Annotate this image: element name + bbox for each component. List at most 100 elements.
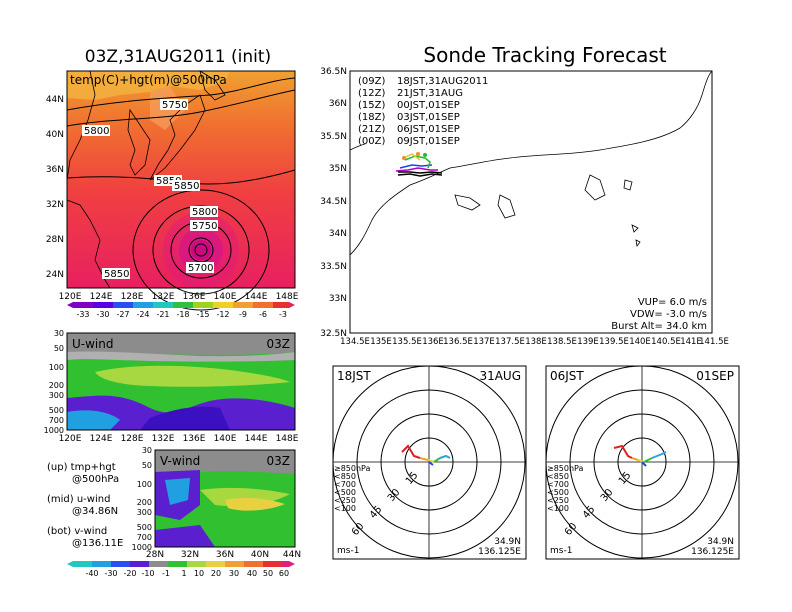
contour-label: 5850: [156, 176, 181, 187]
colorbar-tick: -30: [96, 310, 109, 319]
p-tick: 50: [54, 344, 64, 353]
p-tick: 200: [137, 498, 152, 507]
lat-tick: 32N: [46, 200, 64, 210]
level-label: ≥850hPa: [334, 464, 371, 473]
colorbar-tick: -18: [176, 310, 189, 319]
uwind-time: 03Z: [267, 337, 291, 351]
hodo-left-levels: ≥850hPa <850 <700 <500 <250 <100: [334, 464, 371, 513]
lon-tick: 120E: [59, 434, 82, 444]
lat-tick: 32N: [181, 550, 199, 560]
colorbar-tick: -40: [85, 569, 98, 578]
lon-tick: 139E: [577, 337, 599, 347]
map-500hpa-colorbar: [67, 302, 295, 308]
lon-tick: 140E: [214, 434, 237, 444]
legend-run: (09Z): [358, 76, 385, 87]
legend-time: 09JST,01SEP: [397, 136, 460, 147]
hodograph-right: [545, 365, 740, 560]
hodo-right-unit: ms-1: [550, 546, 572, 556]
lon-tick: 124E: [90, 434, 113, 444]
contour-label: 5800: [192, 207, 217, 218]
uwind-panel: [66, 332, 296, 431]
track-lat-ticks: 36.5N 36N 35.5N 35N 34.5N 34N 33.5N 33N …: [320, 67, 347, 339]
level-label: <850: [334, 472, 356, 481]
colorbar-tick: -15: [196, 310, 209, 319]
colorbar-tick: -20: [123, 569, 136, 578]
legend-time: 06JST,01SEP: [397, 124, 460, 135]
hodo-right-lat: 34.9N: [707, 537, 734, 547]
level-label: <100: [547, 504, 569, 513]
lon-tick: 135.5E: [392, 337, 422, 347]
level-label: ≥850hPa: [547, 464, 584, 473]
lon-tick: 136.5E: [443, 337, 473, 347]
hodograph-left: [332, 365, 527, 560]
p-tick: 700: [49, 416, 64, 425]
lon-tick: 139.5E: [599, 337, 629, 347]
map-500hpa-lat-ticks: 44N 40N 36N 32N 28N 24N: [46, 95, 64, 280]
p-tick: 30: [142, 446, 152, 455]
lon-tick: 128E: [121, 292, 144, 302]
left-title: 03Z,31AUG2011 (init): [85, 47, 271, 67]
burst-alt-text: Burst Alt= 34.0 km: [611, 321, 707, 332]
map-500hpa-contour-labels: 5750 5800 5850 5850 5800 5750 5700 5850: [82, 99, 218, 280]
lon-tick: 144E: [245, 434, 268, 444]
lat-tick: 28N: [46, 235, 64, 245]
colorbar-tick: -33: [76, 310, 89, 319]
lat-tick: 40N: [251, 550, 269, 560]
lat-tick: 28N: [146, 550, 164, 560]
p-tick: 100: [137, 480, 152, 489]
track-map: [349, 70, 713, 334]
legend-run: (21Z): [358, 124, 385, 135]
map-500hpa-colorbar-ticks: -33 -30 -27 -24 -21 -18 -15 -12 -9 -6 -3: [76, 310, 287, 319]
lon-tick: 136E: [183, 434, 206, 444]
note-line: (up) tmp+hgt: [47, 462, 116, 473]
colorbar-tick: 60: [279, 569, 289, 578]
contour-label: 5700: [188, 263, 213, 274]
panel-notes: (up) tmp+hgt @500hPa (mid) u-wind @34.86…: [47, 462, 123, 549]
p-tick: 30: [54, 329, 64, 338]
lat-tick: 24N: [46, 270, 64, 280]
note-line: (bot) v-wind: [47, 526, 107, 537]
hodo-left-lat: 34.9N: [494, 537, 521, 547]
colorbar-tick: -10: [141, 569, 154, 578]
level-label: <250: [547, 496, 569, 505]
lon-tick: 120E: [59, 292, 82, 302]
lon-tick: 136E: [422, 337, 444, 347]
right-title: Sonde Tracking Forecast: [423, 43, 666, 67]
lon-tick: 144E: [245, 292, 268, 302]
colorbar-tick: -21: [156, 310, 169, 319]
lon-tick: 128E: [121, 434, 144, 444]
lat-tick: 35.5N: [320, 132, 347, 142]
p-tick: 500: [137, 523, 152, 532]
uwind-p-ticks: 30 50 100 200 300 500 700 1000: [44, 329, 64, 435]
legend-time: 03JST,01SEP: [397, 112, 460, 123]
level-label: <500: [547, 488, 569, 497]
uwind-lon-ticks: 120E 124E 128E 132E 136E 140E 144E 148E: [59, 434, 299, 444]
p-tick: 300: [137, 508, 152, 517]
map-500hpa-lon-ticks: 120E 124E 128E 132E 136E 140E 144E 148E: [59, 292, 299, 302]
lon-tick: 136E: [183, 292, 206, 302]
p-tick: 1000: [132, 543, 152, 552]
note-line: @500hPa: [72, 474, 119, 485]
lon-tick: 140E: [629, 337, 651, 347]
hodo-right-date: 01SEP: [696, 369, 734, 383]
lon-tick: 138E: [525, 337, 547, 347]
legend-run: (18Z): [358, 112, 385, 123]
lat-tick: 40N: [46, 130, 64, 140]
lat-tick: 34N: [329, 229, 347, 239]
uwind-label: U-wind: [72, 337, 113, 351]
lon-tick: 137E: [473, 337, 495, 347]
colorbar-tick: 30: [229, 569, 239, 578]
note-line: @136.11E: [72, 538, 123, 549]
lat-tick: 36N: [216, 550, 234, 560]
lon-tick: 137.5E: [495, 337, 525, 347]
level-label: <250: [334, 496, 356, 505]
colorbar-tick: -6: [259, 310, 267, 319]
lon-tick: 148E: [276, 434, 299, 444]
colorbar-tick: -27: [116, 310, 129, 319]
vwind-colorbar: [67, 561, 295, 567]
lat-tick: 33N: [329, 294, 347, 304]
lat-tick: 44N: [46, 95, 64, 105]
lat-tick: 33.5N: [320, 262, 347, 272]
vwind-time: 03Z: [267, 454, 291, 468]
